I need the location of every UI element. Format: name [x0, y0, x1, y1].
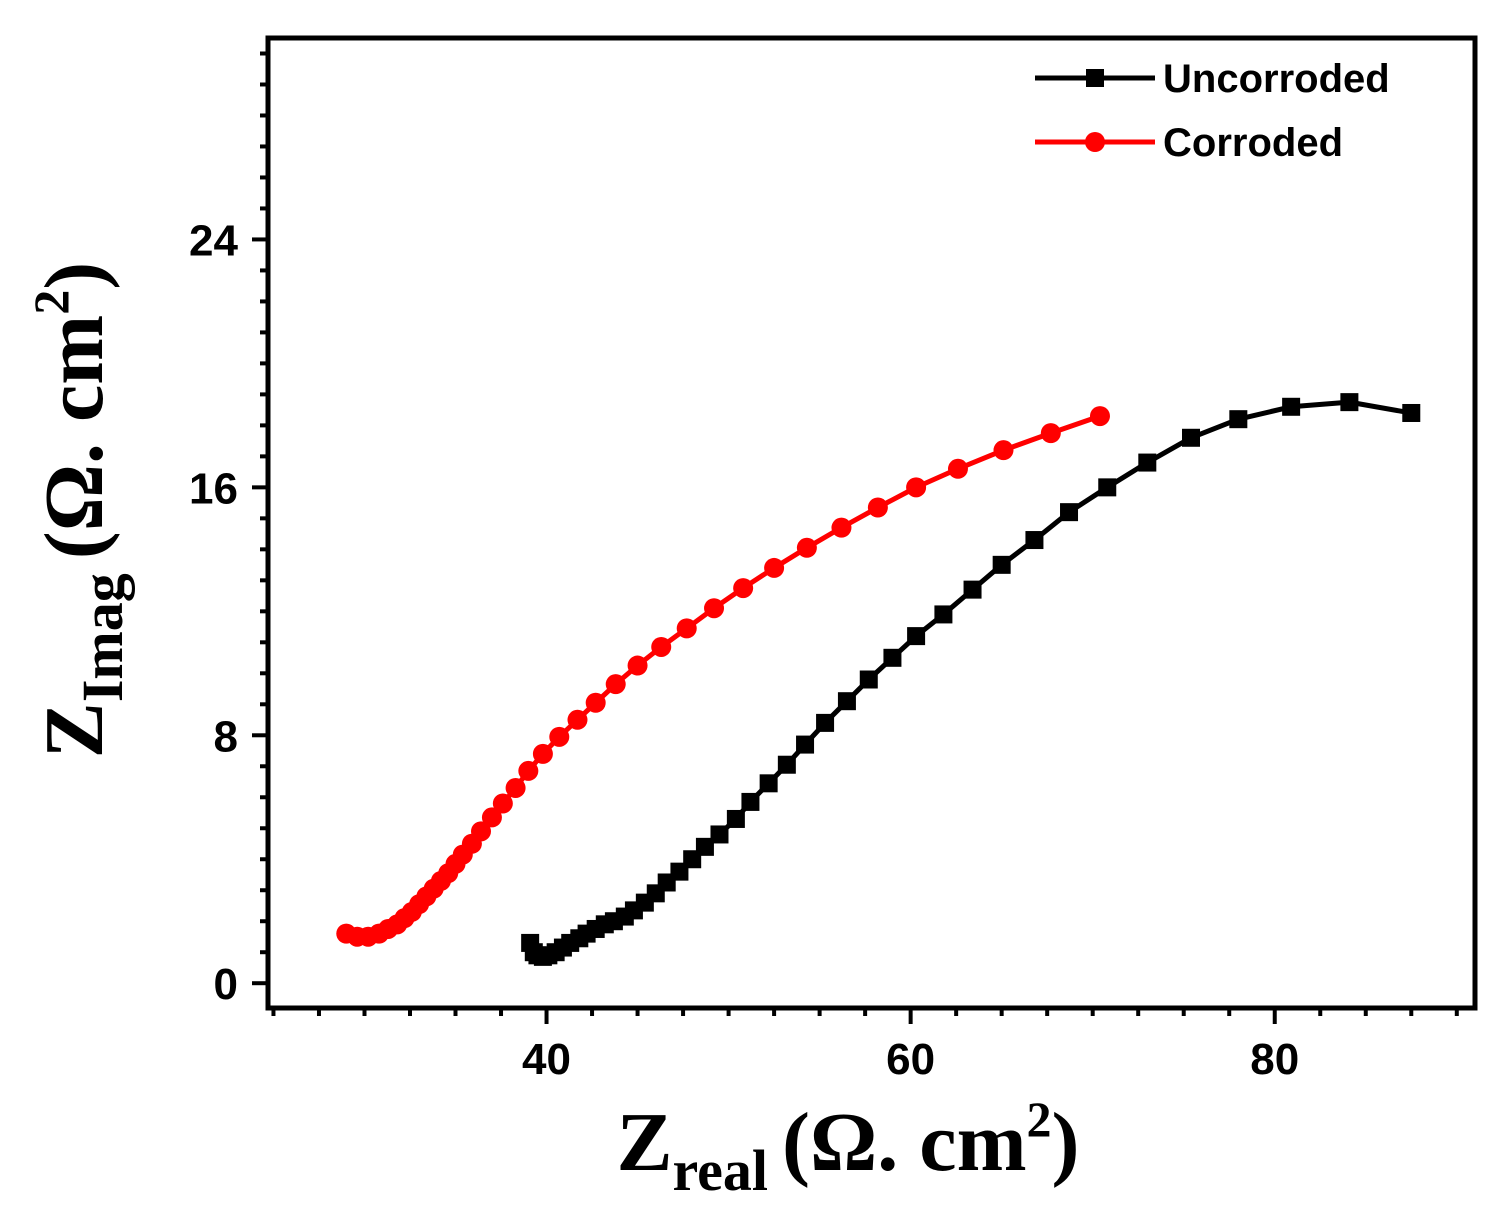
- plot-frame: [265, 35, 1478, 1011]
- y-axis-title-close: ): [28, 262, 121, 290]
- data-point-uncorroded: [1229, 410, 1248, 429]
- data-point-uncorroded: [796, 735, 815, 754]
- data-point-corroded: [471, 821, 491, 842]
- data-point-uncorroded: [1098, 478, 1117, 497]
- x-axis-title-sup: 2: [1027, 1091, 1052, 1147]
- data-point-uncorroded: [1138, 453, 1157, 472]
- data-point-uncorroded: [883, 648, 902, 667]
- series-layer: [336, 393, 1421, 966]
- data-point-corroded: [906, 477, 927, 498]
- data-point-corroded: [481, 807, 502, 828]
- legend-square-marker: [1086, 69, 1104, 87]
- data-point-uncorroded: [759, 774, 778, 793]
- legend-item-corroded: Corroded: [1035, 121, 1343, 165]
- x-axis-title-close: ): [1052, 1096, 1080, 1189]
- data-point-corroded: [505, 777, 526, 798]
- data-point-uncorroded: [1282, 397, 1301, 416]
- y-tick-label: 0: [214, 960, 238, 1009]
- data-point-corroded: [532, 743, 553, 764]
- y-axis-title-sub: Imag: [70, 573, 135, 702]
- y-axis-title-unit: (Ω. cm: [28, 315, 121, 560]
- y-tick-label: 16: [189, 464, 238, 513]
- data-point-uncorroded: [1402, 403, 1421, 422]
- y-axis-title-sup: 2: [23, 290, 79, 315]
- data-point-corroded: [764, 557, 785, 578]
- data-point-corroded: [676, 618, 697, 639]
- y-axis-title-main: Z: [28, 702, 121, 758]
- data-point-corroded: [518, 760, 539, 781]
- x-axis-title-unit: (Ω. cm: [782, 1096, 1027, 1189]
- data-point-corroded: [831, 517, 852, 538]
- x-axis-title-sub: real: [672, 1138, 768, 1203]
- data-point-corroded: [605, 674, 626, 695]
- legend-circle-marker: [1085, 132, 1105, 152]
- data-point-corroded: [947, 458, 968, 479]
- data-point-corroded: [567, 709, 588, 730]
- data-point-uncorroded: [1340, 393, 1359, 412]
- data-point-corroded: [651, 636, 672, 657]
- data-point-corroded: [1040, 423, 1061, 444]
- data-point-corroded: [733, 578, 754, 599]
- y-tick-label: 24: [189, 216, 238, 265]
- data-point-uncorroded: [1025, 531, 1044, 550]
- y-tick-label: 8: [214, 712, 238, 761]
- x-axis-title: Zreal (Ω. cm2): [616, 1091, 1079, 1203]
- data-point-corroded: [704, 598, 725, 619]
- data-point-corroded: [585, 692, 606, 713]
- data-point-corroded: [796, 537, 817, 558]
- x-tick-label: 60: [886, 1035, 935, 1084]
- data-point-uncorroded: [816, 713, 835, 732]
- legend-label: Uncorroded: [1163, 57, 1390, 101]
- data-point-corroded: [627, 655, 648, 676]
- data-point-uncorroded: [1060, 503, 1079, 522]
- data-point-uncorroded: [710, 825, 729, 844]
- y-tick-labels: 0 8 16 24: [189, 216, 238, 1009]
- data-point-uncorroded: [907, 627, 926, 646]
- data-point-uncorroded: [726, 809, 745, 828]
- y-axis-title: ZImag (Ω. cm2): [23, 262, 135, 758]
- data-point-uncorroded: [695, 837, 714, 856]
- data-point-corroded: [993, 440, 1014, 461]
- data-point-uncorroded: [934, 605, 953, 624]
- x-tick-label: 80: [1250, 1035, 1299, 1084]
- x-tick-label: 40: [522, 1035, 571, 1084]
- data-point-uncorroded: [777, 755, 796, 774]
- legend: Uncorroded Corroded: [1035, 57, 1390, 165]
- data-point-corroded: [492, 793, 513, 814]
- data-point-uncorroded: [837, 692, 856, 711]
- data-point-corroded: [549, 726, 570, 747]
- x-tick-labels: 40 60 80: [522, 1035, 1299, 1084]
- data-point-uncorroded: [859, 670, 878, 689]
- data-point-corroded: [867, 497, 888, 518]
- legend-item-uncorroded: Uncorroded: [1035, 57, 1390, 101]
- legend-label: Corroded: [1163, 121, 1343, 165]
- data-point-uncorroded: [1182, 428, 1200, 447]
- data-point-uncorroded: [741, 792, 760, 811]
- data-point-uncorroded: [992, 555, 1011, 574]
- data-point-corroded: [1089, 406, 1110, 427]
- x-axis-title-main: Z: [616, 1096, 672, 1189]
- data-point-uncorroded: [963, 580, 982, 599]
